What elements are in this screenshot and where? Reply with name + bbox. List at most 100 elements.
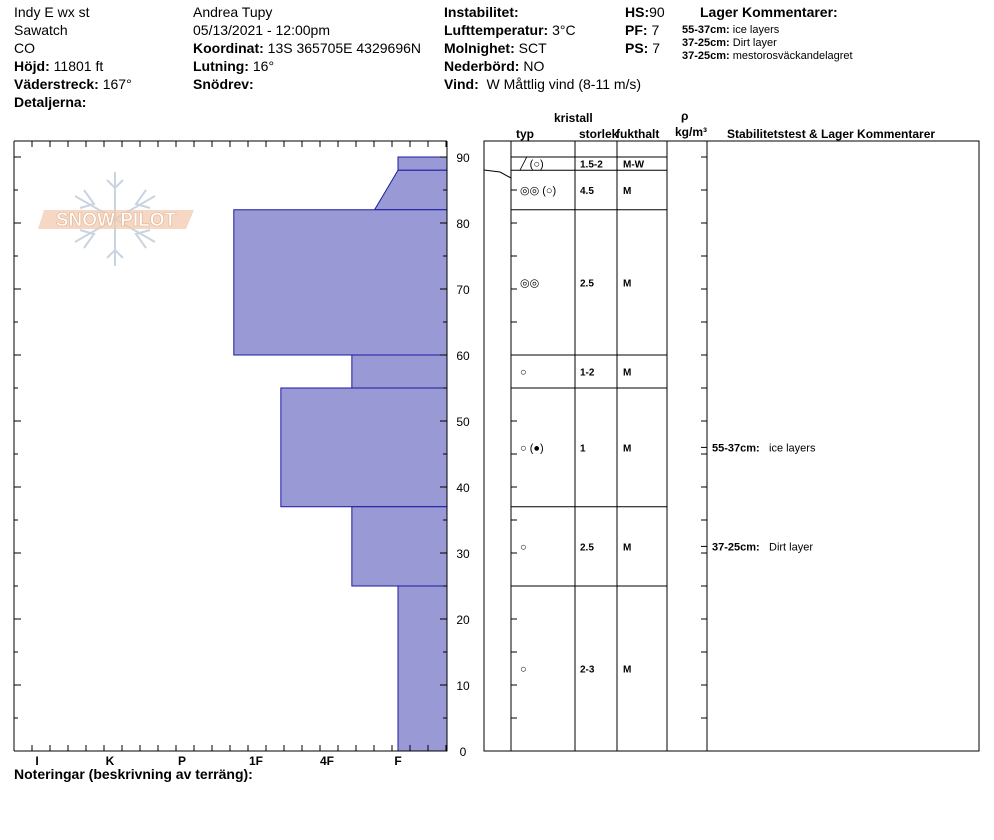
layer-comment-range: 55-37cm: (682, 24, 730, 36)
airtemp-label: Lufttemperatur: (444, 22, 549, 38)
row-type: ◎◎ (520, 277, 539, 289)
row-comment-range: 55-37cm: (712, 442, 760, 454)
elevation-value: 11801 ft (53, 58, 104, 74)
row-type: ╱ (○) (519, 157, 544, 171)
slope-value: 16° (252, 58, 275, 74)
instability-label: Instabilitet: (444, 4, 519, 20)
hardness-label: 1F (249, 754, 263, 768)
slope-label: Lutning: (193, 58, 249, 74)
precip-row: Nederbörd: NO (444, 58, 544, 74)
row-moisture: M (623, 186, 631, 197)
aspect-label: Väderstreck: (14, 76, 99, 92)
ps-label: PS: (625, 40, 649, 56)
row-size: 2.5 (580, 278, 594, 289)
ps-row: PS: 7 (625, 40, 660, 56)
slope-row: Lutning: 16° (193, 58, 274, 74)
pf-value: 7 (651, 22, 660, 38)
y-tick-label: 60 (456, 349, 470, 363)
notes-label: Noteringar (beskrivning av terräng): (14, 766, 253, 782)
aspect-value: 167° (102, 76, 132, 92)
state: CO (14, 40, 35, 56)
hardness-label: I (35, 754, 38, 768)
hardness-label: 4F (320, 754, 334, 768)
density-symbol: ρ (681, 109, 689, 123)
hardness-label: P (178, 754, 186, 768)
y-tick-label: 50 (456, 415, 470, 429)
hardness-layer-6 (351, 506, 448, 587)
layer-comment-1: 55-37cm: ice layers (682, 24, 779, 37)
aspect-row: Väderstreck: 167° (14, 76, 132, 92)
y-tick-label: 0 (460, 745, 467, 759)
precip-value: NO (523, 58, 545, 74)
row-size: 1.5-2 (580, 160, 603, 171)
coord-value: 13S 365705E 4329696N (267, 40, 422, 56)
row-comment: ice layers (769, 442, 816, 454)
row-size: 4.5 (580, 186, 594, 197)
y-tick-label: 10 (456, 679, 470, 693)
airtemp-row: Lufttemperatur: 3°C (444, 22, 576, 38)
hardness-layer-5 (280, 387, 448, 508)
y-tick-label: 90 (456, 151, 470, 165)
wind-label: Vind: (444, 76, 479, 92)
row-moisture: M (623, 368, 631, 379)
layer-comment-2: 37-25cm: Dirt layer (682, 37, 777, 50)
elevation-row: Höjd: 11801 ft (14, 58, 103, 74)
hardness-layer-3 (233, 209, 448, 356)
row-moisture: M (623, 278, 631, 289)
y-tick-label: 80 (456, 217, 470, 231)
row-size: 2.5 (580, 542, 594, 553)
size-header: storlek (579, 127, 619, 141)
row-comment: Dirt layer (769, 541, 813, 553)
ps-value: 7 (652, 40, 661, 56)
row-moisture: M (623, 665, 631, 676)
row-moisture: M-W (623, 160, 645, 171)
layer-comment-3: 37-25cm: mestorosväckandelagret (682, 50, 853, 63)
wind-row: Vind: W Måttlig vind (8-11 m/s) (444, 76, 641, 92)
row-type: ○ (520, 541, 527, 553)
wind-value: W Måttlig vind (8-11 m/s) (486, 76, 642, 92)
layer-comments-title: Lager Kommentarer: (700, 4, 838, 20)
airtemp-value: 3°C (552, 22, 576, 38)
y-tick-label: 20 (456, 613, 470, 627)
moisture-header: fukthalt (616, 127, 660, 141)
coord-label: Koordinat: (193, 40, 264, 56)
logo-text: SNOW PILOT (56, 210, 177, 231)
hardness-layer-1 (397, 156, 448, 171)
depth-connector (483, 169, 512, 179)
hs-row: HS:90 (625, 4, 665, 20)
location: Indy E wx st (14, 4, 90, 20)
y-tick-label: 70 (456, 283, 470, 297)
row-type: ○ (520, 367, 527, 379)
layer-comment-range: 37-25cm: (682, 50, 730, 62)
range: Sawatch (14, 22, 68, 38)
sky-value: SCT (518, 40, 547, 56)
density-unit: kg/m³ (675, 125, 708, 139)
row-size: 1-2 (580, 368, 595, 379)
drift-label: Snödrev: (193, 76, 254, 92)
hs-label: HS: (625, 4, 650, 20)
observer: Andrea Tupy (193, 4, 273, 20)
sky-row: Molnighet: SCT (444, 40, 547, 56)
row-size: 2-3 (580, 665, 595, 676)
crystal-header: kristall (554, 111, 593, 125)
sky-label: Molnighet: (444, 40, 515, 56)
stability-header: Stabilitetstest & Lager Kommentarer (727, 127, 936, 141)
row-comment-range: 37-25cm: (712, 541, 760, 553)
hardness-label: F (394, 754, 401, 768)
layer-comment-text: Dirt layer (732, 37, 777, 49)
coord-row: Koordinat: 13S 365705E 4329696N (193, 40, 421, 56)
layer-comment-range: 37-25cm: (682, 37, 730, 49)
pf-row: PF: 7 (625, 22, 659, 38)
row-size: 1 (580, 443, 586, 454)
hardness-layer-7 (397, 585, 448, 752)
precip-label: Nederbörd: (444, 58, 520, 74)
row-type: ○ (●) (520, 442, 544, 454)
row-moisture: M (623, 443, 631, 454)
hardness-layer-4 (351, 354, 448, 389)
layer-comment-text: ice layers (732, 24, 780, 36)
row-type: ○ (520, 664, 527, 676)
layer-comment-text: mestorosväckandelagret (732, 50, 853, 62)
logo-banner (38, 210, 194, 229)
hardness-label: K (106, 754, 115, 768)
